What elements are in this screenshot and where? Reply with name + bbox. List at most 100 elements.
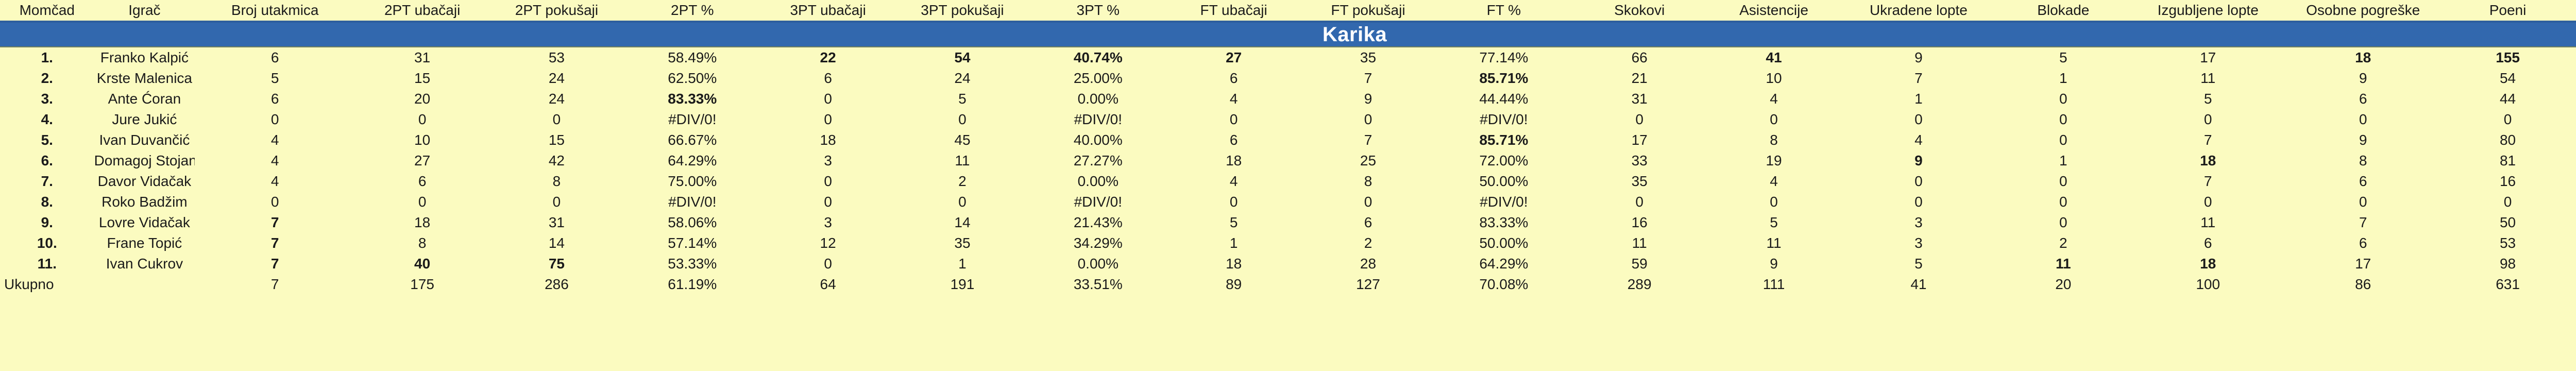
- stat-cell[interactable]: 158: [2574, 254, 2576, 274]
- stat-cell[interactable]: 98: [2441, 254, 2575, 274]
- stat-cell[interactable]: 28: [1301, 254, 1435, 274]
- totals-stat-cell[interactable]: 175: [355, 274, 490, 295]
- stat-cell[interactable]: 22: [760, 47, 895, 68]
- stat-cell[interactable]: 62: [2574, 212, 2576, 233]
- stat-cell[interactable]: 18: [760, 130, 895, 150]
- column-header-izgubljene-lopte[interactable]: Izgubljene lopte: [2130, 0, 2286, 23]
- stat-cell[interactable]: 6: [1166, 130, 1301, 150]
- stat-cell[interactable]: 57.14%: [623, 233, 761, 254]
- stat-cell[interactable]: 31: [1572, 89, 1707, 109]
- stat-cell[interactable]: 0: [760, 89, 895, 109]
- stat-cell[interactable]: 7: [2285, 212, 2441, 233]
- stat-cell[interactable]: 9: [1706, 254, 1841, 274]
- column-header-2pt-percent[interactable]: 2PT %: [623, 0, 761, 23]
- stat-cell[interactable]: 31: [489, 212, 624, 233]
- column-header-broj-utakmica[interactable]: Broj utakmica: [195, 0, 355, 23]
- stat-cell[interactable]: 6: [1166, 68, 1301, 89]
- stat-cell[interactable]: #DIV/0!: [1435, 192, 1572, 212]
- totals-stat-cell[interactable]: 1019: [2574, 274, 2576, 295]
- stat-cell[interactable]: 0: [2130, 192, 2286, 212]
- stat-cell[interactable]: 0: [1166, 109, 1301, 130]
- stat-cell[interactable]: 0: [1706, 109, 1841, 130]
- totals-stat-cell[interactable]: 86: [2285, 274, 2441, 295]
- stat-cell[interactable]: 2: [1996, 233, 2131, 254]
- column-header-poeni[interactable]: Poeni: [2441, 0, 2575, 23]
- stat-cell[interactable]: 0: [2285, 109, 2441, 130]
- stat-cell[interactable]: 0: [195, 192, 355, 212]
- stat-cell[interactable]: 40.00%: [1029, 130, 1167, 150]
- stat-cell[interactable]: 2: [895, 171, 1030, 192]
- stat-cell[interactable]: 34.29%: [1029, 233, 1167, 254]
- stat-cell[interactable]: 8: [2285, 150, 2441, 171]
- stat-cell[interactable]: 0: [760, 109, 895, 130]
- column-header-3pt-percent[interactable]: 3PT %: [1029, 0, 1167, 23]
- stat-cell[interactable]: 115: [2574, 130, 2576, 150]
- totals-player-blank[interactable]: [94, 274, 195, 295]
- stat-cell[interactable]: 0: [1996, 192, 2131, 212]
- stat-cell[interactable]: 0: [1572, 192, 1707, 212]
- totals-stat-cell[interactable]: 111: [1706, 274, 1841, 295]
- stat-cell[interactable]: 24: [489, 89, 624, 109]
- player-name-cell[interactable]: Domagoj Stojanović: [94, 150, 195, 171]
- stat-cell[interactable]: #DIV/0!: [623, 109, 761, 130]
- row-rank[interactable]: 6.: [0, 150, 94, 171]
- stat-cell[interactable]: 3: [1841, 233, 1996, 254]
- stat-cell[interactable]: 0: [1572, 109, 1707, 130]
- stat-cell[interactable]: 24: [895, 68, 1030, 89]
- column-header-blokade[interactable]: Blokade: [1996, 0, 2131, 23]
- stat-cell[interactable]: 53: [2441, 233, 2575, 254]
- player-name-cell[interactable]: Ivan Cukrov: [94, 254, 195, 274]
- totals-label[interactable]: Ukupno: [0, 274, 94, 295]
- stat-cell[interactable]: 18: [2130, 254, 2286, 274]
- player-name-cell[interactable]: Roko Badžim: [94, 192, 195, 212]
- stat-cell[interactable]: 7: [195, 254, 355, 274]
- stat-cell[interactable]: 7: [2130, 130, 2286, 150]
- totals-stat-cell[interactable]: 286: [489, 274, 624, 295]
- stat-cell[interactable]: 9: [1841, 47, 1996, 68]
- stat-cell[interactable]: 72.00%: [1435, 150, 1572, 171]
- stat-cell[interactable]: 0.00%: [1029, 171, 1167, 192]
- stat-cell[interactable]: 128: [2574, 150, 2576, 171]
- totals-stat-cell[interactable]: 631: [2441, 274, 2575, 295]
- stat-cell[interactable]: 75: [489, 254, 624, 274]
- row-rank[interactable]: 2.: [0, 68, 94, 89]
- stat-cell[interactable]: 50: [2441, 212, 2575, 233]
- stat-cell[interactable]: 5: [1841, 254, 1996, 274]
- stat-cell[interactable]: 5: [1996, 47, 2131, 68]
- stat-cell[interactable]: 50.00%: [1435, 233, 1572, 254]
- player-name-cell[interactable]: Krste Malenica: [94, 68, 195, 89]
- stat-cell[interactable]: 10: [1706, 68, 1841, 89]
- stat-cell[interactable]: 1: [1841, 89, 1996, 109]
- stat-cell[interactable]: 5: [2130, 89, 2286, 109]
- stat-cell[interactable]: 35: [1301, 47, 1435, 68]
- stat-cell[interactable]: 0.00%: [1029, 89, 1167, 109]
- stat-cell[interactable]: 76: [2574, 233, 2576, 254]
- stat-cell[interactable]: 11: [1996, 254, 2131, 274]
- stat-cell[interactable]: 0: [195, 109, 355, 130]
- stat-cell[interactable]: 83.33%: [623, 89, 761, 109]
- stat-cell[interactable]: 4: [195, 171, 355, 192]
- stat-cell[interactable]: 27: [1166, 47, 1301, 68]
- stat-cell[interactable]: 58.06%: [623, 212, 761, 233]
- stat-cell[interactable]: 10: [355, 130, 490, 150]
- player-name-cell[interactable]: Jure Jukić: [94, 109, 195, 130]
- stat-cell[interactable]: 0: [1841, 192, 1996, 212]
- player-name-cell[interactable]: Ivan Duvančić: [94, 130, 195, 150]
- totals-stat-cell[interactable]: 89: [1166, 274, 1301, 295]
- stat-cell[interactable]: 53.33%: [623, 254, 761, 274]
- stat-cell[interactable]: 6: [2285, 89, 2441, 109]
- stat-cell[interactable]: 15: [489, 130, 624, 150]
- stat-cell[interactable]: 80: [2441, 130, 2575, 150]
- stat-cell[interactable]: 40: [355, 254, 490, 274]
- totals-stat-cell[interactable]: 61.19%: [623, 274, 761, 295]
- player-name-cell[interactable]: Davor Vidačak: [94, 171, 195, 192]
- totals-stat-cell[interactable]: 100: [2130, 274, 2286, 295]
- stat-cell[interactable]: 0: [2130, 109, 2286, 130]
- column-header-skokovi[interactable]: Skokovi: [1572, 0, 1707, 23]
- stat-cell[interactable]: 19: [1706, 150, 1841, 171]
- stat-cell[interactable]: 8: [1301, 171, 1435, 192]
- column-header-osobne-pogreske[interactable]: Osobne pogreške: [2285, 0, 2441, 23]
- column-header-ft-ubacaji[interactable]: FT ubačaji: [1166, 0, 1301, 23]
- column-header-asistencije[interactable]: Asistencije: [1706, 0, 1841, 23]
- totals-stat-cell[interactable]: 70.08%: [1435, 274, 1572, 295]
